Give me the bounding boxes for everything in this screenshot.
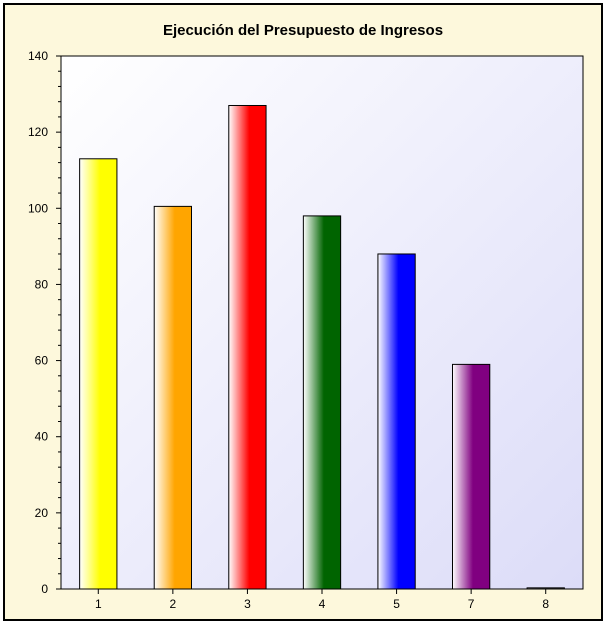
y-tick-label: 140 — [28, 49, 48, 63]
y-axis: 0 20 40 60 80 100 120 140 — [28, 49, 61, 596]
bar-5 — [377, 253, 416, 590]
x-tick-label: 3 — [244, 597, 251, 611]
bar-1 — [79, 158, 118, 590]
chart-title: Ejecución del Presupuesto de Ingresos — [162, 22, 444, 39]
bars — [79, 104, 565, 590]
y-tick-label: 120 — [28, 125, 48, 139]
y-tick-label: 0 — [41, 582, 48, 596]
x-tick-label: 5 — [393, 597, 400, 611]
y-tick-label: 40 — [35, 430, 49, 444]
x-tick-label: 2 — [170, 597, 177, 611]
bar-2 — [153, 205, 192, 590]
bar-3 — [228, 104, 267, 590]
bar-4 — [302, 215, 342, 590]
x-tick-label: 8 — [542, 597, 549, 611]
x-tick-label: 1 — [95, 597, 102, 611]
x-tick-label: 4 — [319, 597, 326, 611]
bar-8 — [526, 587, 565, 590]
x-axis: 1 2 3 4 5 7 8 — [95, 589, 549, 611]
y-tick-label: 80 — [35, 277, 49, 291]
y-tick-label: 60 — [35, 354, 49, 368]
y-tick-label: 100 — [28, 201, 48, 215]
bar-7 — [452, 363, 491, 590]
x-tick-label: 7 — [468, 597, 475, 611]
y-tick-label: 20 — [35, 506, 49, 520]
